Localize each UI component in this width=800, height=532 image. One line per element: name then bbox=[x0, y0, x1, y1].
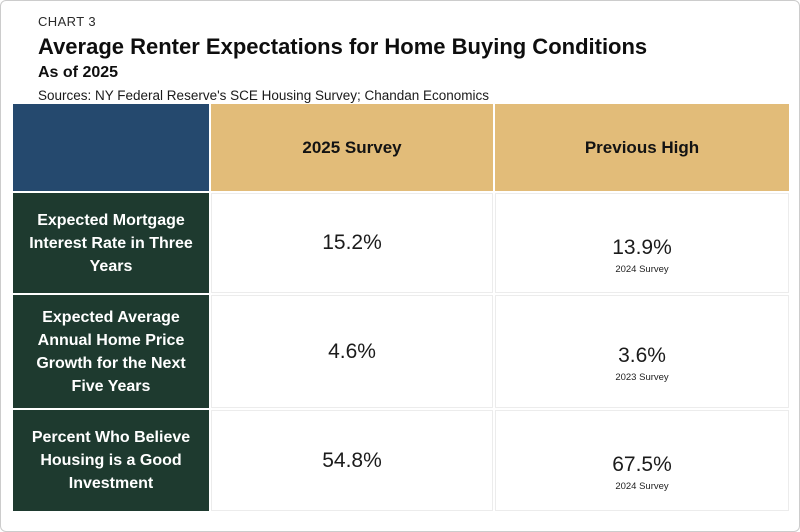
chart-subtitle: As of 2025 bbox=[38, 64, 119, 81]
chart-title: Average Renter Expectations for Home Buy… bbox=[38, 34, 648, 59]
value-text: 67.5% bbox=[612, 453, 672, 476]
previous-high-group: 67.5% 2024 Survey bbox=[612, 453, 672, 492]
cell-mortgage-rate-2025: 15.2% bbox=[211, 193, 493, 293]
survey-year-note: 2024 Survey bbox=[615, 263, 669, 275]
cell-good-investment-2025: 54.8% bbox=[211, 410, 493, 511]
value-text: 3.6% bbox=[618, 344, 666, 367]
expectations-table: 2025 Survey Previous High Expected Mortg… bbox=[13, 104, 789, 511]
chart-header: CHART 3 Average Renter Expectations for … bbox=[1, 1, 799, 104]
survey-year-note: 2023 Survey bbox=[615, 372, 669, 383]
cell-mortgage-rate-previous-high: 13.9% 2024 Survey bbox=[495, 193, 789, 293]
chart-sources: Sources: NY Federal Reserve's SCE Housin… bbox=[38, 88, 490, 103]
previous-high-group: 13.9% 2024 Survey bbox=[612, 236, 672, 275]
row-label-home-price-growth: Expected Average Annual Home Price Growt… bbox=[13, 295, 209, 408]
row-label-mortgage-rate: Expected Mortgage Interest Rate in Three… bbox=[13, 193, 209, 293]
row-label-good-investment: Percent Who Believe Housing is a Good In… bbox=[13, 410, 209, 511]
previous-high-group: 3.6% 2023 Survey bbox=[615, 344, 668, 383]
cell-home-price-growth-previous-high: 3.6% 2023 Survey bbox=[495, 295, 789, 408]
value-text: 54.8% bbox=[322, 448, 382, 472]
value-text: 13.9% bbox=[612, 235, 672, 259]
table-corner-cell bbox=[13, 104, 209, 191]
column-header-2025-survey: 2025 Survey bbox=[211, 104, 493, 191]
value-text: 15.2% bbox=[322, 231, 382, 254]
chart-kicker: CHART 3 bbox=[38, 14, 96, 29]
cell-home-price-growth-2025: 4.6% bbox=[211, 295, 493, 408]
value-text: 4.6% bbox=[328, 339, 376, 363]
survey-year-note: 2024 Survey bbox=[615, 481, 669, 492]
column-header-previous-high: Previous High bbox=[495, 104, 789, 191]
cell-good-investment-previous-high: 67.5% 2024 Survey bbox=[495, 410, 789, 511]
